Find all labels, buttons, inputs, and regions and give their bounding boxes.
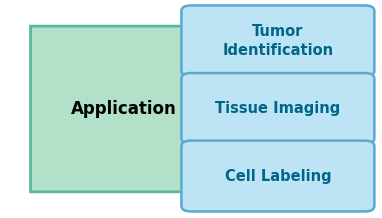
Polygon shape [31,26,244,192]
Text: Application: Application [71,100,177,118]
FancyBboxPatch shape [181,5,374,76]
FancyBboxPatch shape [181,73,374,144]
FancyBboxPatch shape [181,141,374,211]
Text: Tissue Imaging: Tissue Imaging [215,101,340,116]
Text: Cell Labeling: Cell Labeling [225,169,331,184]
Text: Tumor
Identification: Tumor Identification [222,24,333,58]
